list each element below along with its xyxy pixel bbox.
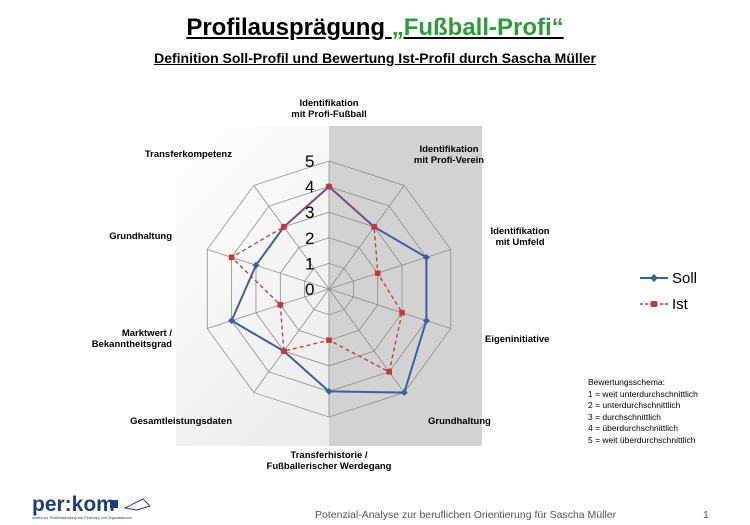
grid-spoke xyxy=(328,249,451,290)
grid-spoke xyxy=(253,288,330,393)
data-point-ist xyxy=(399,309,405,316)
axis-label: Marktwert / Bekanntheitsgrad xyxy=(92,328,173,350)
data-point-ist xyxy=(371,224,377,230)
scheme-title: Bewertungsschema: xyxy=(588,377,666,387)
scheme-item: 1 = weit unterdurchschnittlich xyxy=(588,388,698,399)
perkom-logo: per:kom Institut zur Profilentwicklung v… xyxy=(32,494,151,520)
scheme-item: 3 = durchschnittlich xyxy=(588,411,661,422)
title-prefix: Profilausprägung xyxy=(186,14,386,41)
logo-text: per:kom xyxy=(32,494,115,516)
axis-label: Grundhaltung xyxy=(109,231,172,242)
axis-label: Identifikation mit Umfeld xyxy=(490,226,549,248)
tick-label: 4 xyxy=(305,178,314,197)
legend-soll-label: Soll xyxy=(672,269,698,287)
legend-ist-label: Ist xyxy=(672,295,688,313)
data-point-ist xyxy=(386,369,392,375)
data-point-soll xyxy=(400,389,408,397)
title-highlight: „Fußball-Profi“ xyxy=(391,14,564,41)
grid-spoke xyxy=(207,249,330,290)
axis-label: Transferhistorie / Fußballerischer Werdeg… xyxy=(267,450,392,472)
grid-spoke xyxy=(207,288,330,329)
rating-scheme: Bewertungsschema: 1 = weit unterdurchsch… xyxy=(588,377,698,446)
axis-label: Identifikation mit Profi-Verein xyxy=(414,144,484,166)
data-point-ist xyxy=(281,348,287,354)
data-point-soll xyxy=(228,317,236,325)
page-subtitle: Definition Soll-Profil und Bewertung Ist… xyxy=(154,50,596,66)
data-point-ist xyxy=(326,183,332,190)
scheme-item: 2 = unterdurchschnittlich xyxy=(588,400,681,410)
axis-label: Identifikation mit Profi-Fußball xyxy=(291,98,366,120)
page-number: 1 xyxy=(703,509,709,521)
axis-label: Gesamtleistungsdaten xyxy=(130,416,232,427)
logo-mark xyxy=(110,500,118,508)
legend-soll-marker xyxy=(640,274,668,282)
grid-spoke xyxy=(253,185,330,290)
data-point-ist xyxy=(281,224,287,230)
data-point-soll xyxy=(422,317,430,325)
footer-text: Potenzial-Analyse zur beruflichen Orient… xyxy=(315,509,617,521)
data-point-soll xyxy=(325,387,333,395)
legend-item-ist: Ist xyxy=(640,291,697,317)
scheme-item: 5 = weit überdurchschnittlich xyxy=(588,434,696,445)
tick-label: 1 xyxy=(305,254,314,273)
data-point-ist xyxy=(228,254,235,261)
legend: Soll Ist xyxy=(640,265,697,317)
tick-label: 5 xyxy=(305,152,314,171)
data-point-ist xyxy=(277,302,284,308)
axis-label: Grundhaltung xyxy=(428,416,491,427)
scheme-item: 4 = überdurchschnittlich xyxy=(588,423,679,433)
grid-spoke xyxy=(328,288,405,393)
tick-label: 0 xyxy=(305,280,314,299)
legend-ist-marker xyxy=(640,301,668,307)
logo-subtext: Institut zur Profilentwicklung von Perso… xyxy=(32,516,132,520)
page-title: Profilausprägung „Fußball-Profi“ xyxy=(0,14,750,42)
data-point-soll xyxy=(422,253,430,261)
data-point-ist xyxy=(326,337,332,343)
axis-label: Transferkompetenz xyxy=(145,149,232,160)
logo-swoosh-icon xyxy=(123,498,151,511)
axis-label: Eigeninitiative xyxy=(485,334,549,345)
data-point-soll xyxy=(252,261,260,269)
plot-area-right xyxy=(329,126,482,446)
grid-spoke xyxy=(328,185,405,290)
legend-item-soll: Soll xyxy=(640,265,697,291)
tick-label: 2 xyxy=(305,229,314,248)
grid-spoke xyxy=(328,288,451,329)
data-point-ist xyxy=(374,270,381,276)
tick-label: 3 xyxy=(305,203,314,222)
